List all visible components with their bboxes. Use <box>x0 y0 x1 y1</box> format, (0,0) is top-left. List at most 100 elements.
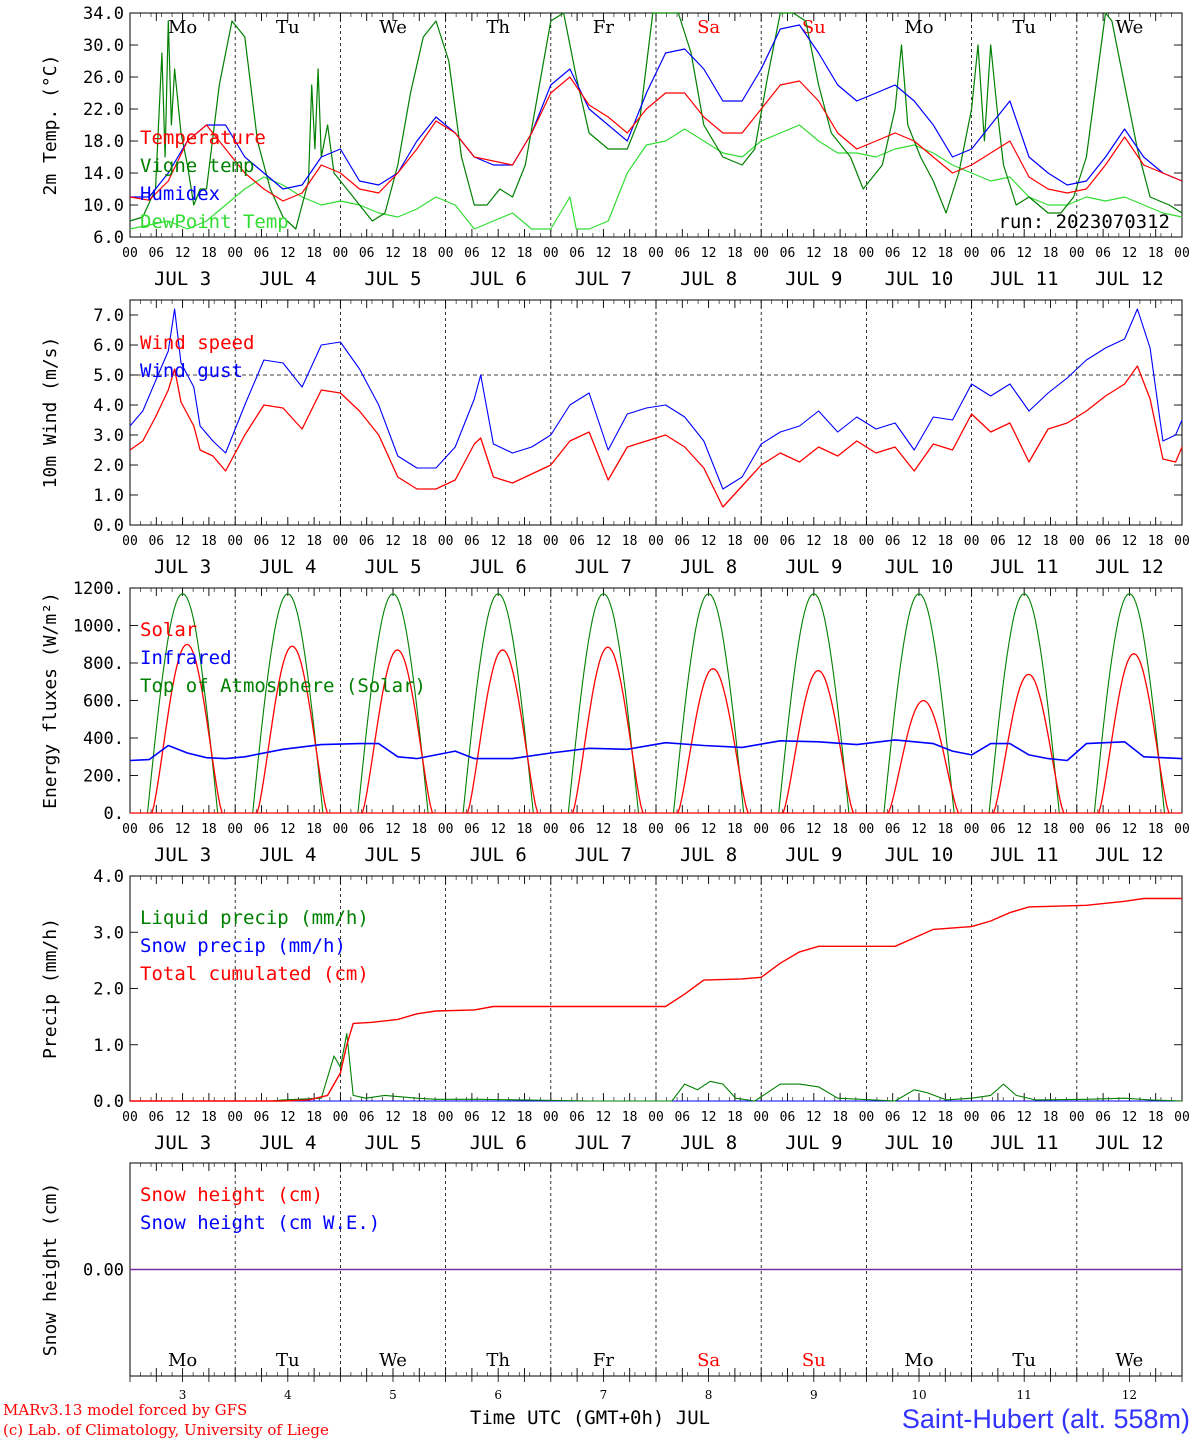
temperature-series <box>129 12 1183 230</box>
legend-entry: Solar <box>140 619 197 641</box>
hour-tick-label: 18 <box>1148 822 1164 837</box>
weekday-label: Th <box>486 1350 510 1371</box>
y-tick-label: 400. <box>83 729 124 749</box>
hour-tick-label: 00 <box>753 822 769 837</box>
y-tick-label: 6.0 <box>93 336 124 356</box>
weekday-label: Sa <box>697 17 720 38</box>
hour-tick-label: 12 <box>1016 246 1032 261</box>
hour-tick-label: 12 <box>911 1110 927 1125</box>
y-tick-label: 30.0 <box>83 36 124 56</box>
y-tick-label: 0.0 <box>93 516 124 536</box>
hour-tick-label: 12 <box>1122 822 1138 837</box>
hour-tick-label: 00 <box>333 246 349 261</box>
panel-3: 0. 200. 400. 600. 800. 1000. 1200. Energy fluxe… <box>40 579 1190 866</box>
weekday-label: We <box>1116 17 1144 38</box>
series-line <box>677 667 749 814</box>
hour-tick-label: 00 <box>964 246 980 261</box>
hour-tick-label: 00 <box>648 246 664 261</box>
hour-tick-label: 18 <box>517 1110 533 1125</box>
hour-tick-label: 12 <box>806 822 822 837</box>
y-tick-label: 0.0 <box>93 1092 124 1112</box>
series-line <box>129 308 1183 490</box>
hour-tick-label: 00 <box>859 822 875 837</box>
hour-tick-label: 12 <box>175 1110 191 1125</box>
date-label: JUL 8 <box>680 844 737 866</box>
hour-tick-label: 18 <box>1043 246 1059 261</box>
weekday-label: Tu <box>276 17 300 38</box>
hour-tick-label: 12 <box>280 1110 296 1125</box>
y-tick-label: 2.0 <box>93 456 124 476</box>
hour-tick-label: 00 <box>122 1110 138 1125</box>
day-number-label: 5 <box>389 1388 397 1402</box>
footer-model: MARv3.13 model forced by GFS <box>3 1401 247 1419</box>
series-line <box>256 645 328 814</box>
wind-series <box>129 308 1183 508</box>
hour-tick-label: 12 <box>280 534 296 549</box>
precip-series <box>130 897 1183 1102</box>
hour-tick-label: 06 <box>674 534 690 549</box>
hour-tick-label: 06 <box>990 534 1006 549</box>
series-line <box>572 646 644 814</box>
weekday-label: Mo <box>168 17 197 38</box>
hour-tick-label: 18 <box>727 1110 743 1125</box>
series-line <box>1093 593 1166 814</box>
hour-tick-label: 12 <box>806 534 822 549</box>
hour-tick-label: 00 <box>333 822 349 837</box>
date-label: JUL 9 <box>785 556 842 578</box>
hour-tick-label: 06 <box>464 1110 480 1125</box>
hour-tick-label: 12 <box>701 246 717 261</box>
hour-tick-label: 12 <box>1122 1110 1138 1125</box>
hour-tick-label: 18 <box>622 1110 638 1125</box>
hour-tick-label: 06 <box>674 246 690 261</box>
y-tick-label: 200. <box>83 767 124 787</box>
series-line <box>146 593 219 814</box>
hour-tick-label: 12 <box>911 822 927 837</box>
legend-entry: Liquid precip (mm/h) <box>140 907 369 929</box>
hour-tick-label: 06 <box>780 1110 796 1125</box>
hour-tick-label: 18 <box>1148 534 1164 549</box>
hour-tick-label: 00 <box>1174 246 1190 261</box>
series-line <box>883 593 955 814</box>
y-tick-label: 1.0 <box>93 1036 124 1056</box>
series-line <box>778 593 850 814</box>
hour-tick-label: 12 <box>701 534 717 549</box>
series-line <box>782 669 854 814</box>
series-line <box>992 673 1065 814</box>
hour-tick-label: 06 <box>990 246 1006 261</box>
date-label: JUL 10 <box>885 1132 954 1154</box>
hour-tick-label: 00 <box>1174 822 1190 837</box>
hour-tick-label: 06 <box>885 1110 901 1125</box>
date-label: JUL 5 <box>364 556 421 578</box>
hour-tick-label: 06 <box>359 534 375 549</box>
hour-tick-label: 18 <box>201 1110 217 1125</box>
date-label: JUL 7 <box>575 844 632 866</box>
y-tick-label: 1.0 <box>93 486 124 506</box>
hour-tick-label: 06 <box>359 246 375 261</box>
day-number-label: 4 <box>284 1388 292 1402</box>
hour-tick-label: 00 <box>648 822 664 837</box>
hour-tick-label: 12 <box>175 822 191 837</box>
series-line <box>129 124 1183 230</box>
hour-tick-label: 00 <box>753 534 769 549</box>
date-label: JUL 3 <box>154 268 211 290</box>
hour-tick-label: 18 <box>517 246 533 261</box>
hour-tick-label: 06 <box>569 1110 585 1125</box>
panel-4: 0.0 1.0 2.0 3.0 4.0 Precip (mm/h) 00 06 12 18 00 06… <box>40 867 1190 1154</box>
hour-tick-label: 18 <box>832 534 848 549</box>
hour-tick-label: 12 <box>701 1110 717 1125</box>
hour-tick-label: 18 <box>411 246 427 261</box>
weekday-label: We <box>1116 1350 1144 1371</box>
hour-tick-label: 12 <box>490 1110 506 1125</box>
hour-tick-label: 06 <box>780 246 796 261</box>
date-label: JUL 8 <box>680 1132 737 1154</box>
hour-tick-label: 00 <box>227 246 243 261</box>
y-tick-label: 18.0 <box>83 132 124 152</box>
legend-entry: Vigne temp <box>140 155 254 177</box>
y-tick-label: 6.0 <box>93 228 124 248</box>
hour-tick-label: 12 <box>385 1110 401 1125</box>
y-tick-label: 4.0 <box>93 867 124 887</box>
day-number-label: 7 <box>600 1388 608 1402</box>
y-tick-label: 2.0 <box>93 980 124 1000</box>
hour-tick-label: 18 <box>201 246 217 261</box>
hour-tick-label: 06 <box>674 1110 690 1125</box>
